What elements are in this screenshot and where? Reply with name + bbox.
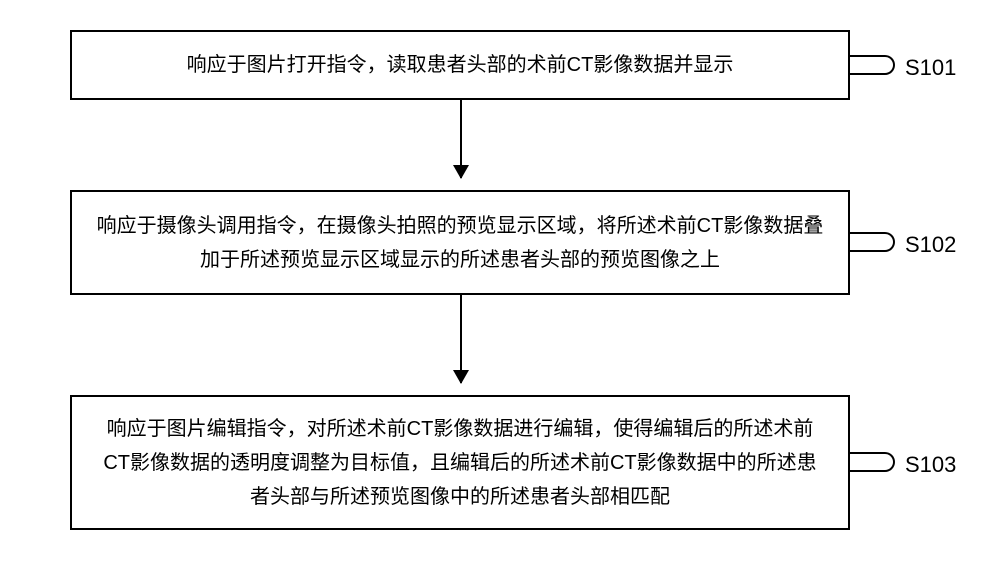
- step-label-s102: S102: [905, 232, 956, 258]
- step-text-s102: 响应于摄像头调用指令，在摄像头拍照的预览显示区域，将所述术前CT影像数据叠加于所…: [96, 209, 824, 277]
- step-text-s101: 响应于图片打开指令，读取患者头部的术前CT影像数据并显示: [187, 48, 734, 82]
- connector-s102: [850, 232, 895, 252]
- arrow-2: [460, 295, 462, 383]
- step-box-s103: 响应于图片编辑指令，对所述术前CT影像数据进行编辑，使得编辑后的所述术前CT影像…: [70, 395, 850, 530]
- connector-s101: [850, 55, 895, 75]
- step-box-s101: 响应于图片打开指令，读取患者头部的术前CT影像数据并显示: [70, 30, 850, 100]
- flowchart-container: 响应于图片打开指令，读取患者头部的术前CT影像数据并显示 S101 响应于摄像头…: [0, 0, 1000, 563]
- arrow-1: [460, 100, 462, 178]
- step-label-s103: S103: [905, 452, 956, 478]
- step-text-s103: 响应于图片编辑指令，对所述术前CT影像数据进行编辑，使得编辑后的所述术前CT影像…: [96, 412, 824, 514]
- step-box-s102: 响应于摄像头调用指令，在摄像头拍照的预览显示区域，将所述术前CT影像数据叠加于所…: [70, 190, 850, 295]
- step-label-s101: S101: [905, 55, 956, 81]
- connector-s103: [850, 452, 895, 472]
